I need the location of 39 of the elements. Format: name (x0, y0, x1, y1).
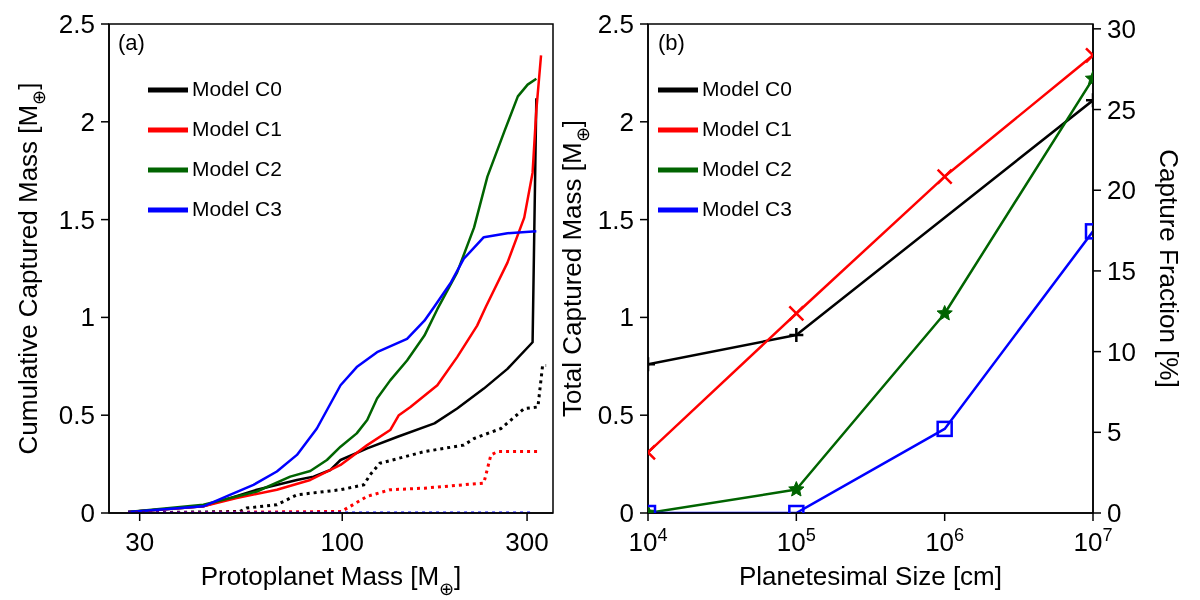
x-tick-label: 300 (505, 527, 549, 557)
x-axis-title: Planetesimal Size [cm] (739, 561, 1002, 591)
y-tick-label: 2 (80, 106, 95, 137)
legend-label: Model C3 (192, 196, 282, 220)
y2-tick-label: 20 (1107, 175, 1136, 206)
annotation: (b) (658, 30, 685, 56)
y-tick-label: 2 (619, 106, 634, 137)
legend-label: Model C0 (192, 76, 282, 100)
x-tick-label: 10$^{6}$ (925, 525, 965, 557)
y2-tick-label: 5 (1107, 417, 1122, 448)
x-tick-label: 10$^{5}$ (776, 525, 816, 557)
y-tick-label: 1 (619, 302, 634, 333)
x-tick-label: 10$^{4}$ (628, 525, 668, 557)
y2-tick-label: 30 (1107, 13, 1136, 44)
y-tick-label: 2.5 (58, 9, 95, 39)
legend-label: Model C2 (702, 156, 792, 180)
y2-tick-label: 0 (1107, 498, 1122, 528)
y-tick-label: 2.5 (597, 9, 634, 39)
legend-label: Model C1 (192, 116, 282, 140)
legend-label: Model C0 (702, 76, 792, 100)
y-tick-label: 1.5 (597, 204, 634, 235)
legend-label: Model C3 (702, 196, 792, 220)
x-tick-label: 100 (320, 527, 364, 557)
y-tick-label: 0.5 (597, 400, 634, 431)
y-tick-label: 1 (80, 302, 95, 333)
y2-tick-label: 15 (1107, 255, 1136, 286)
x-tick-label: 30 (125, 527, 155, 557)
y2-axis-title: Capture Fraction [%] (1154, 149, 1185, 388)
legend-label: Model C1 (702, 116, 792, 140)
y-tick-label: 1.5 (58, 204, 95, 235)
x-tick-label: 10$^{7}$ (1073, 525, 1113, 557)
y2-tick-label: 10 (1107, 336, 1136, 367)
x-axis-title: Protoplanet Mass [M$_{⊕}$] (200, 561, 462, 599)
y-tick-label: 0 (80, 498, 95, 528)
y2-tick-label: 25 (1107, 94, 1136, 125)
y-tick-label: 0.5 (58, 400, 95, 431)
annotation: (a) (118, 30, 145, 56)
legend-label: Model C2 (192, 156, 282, 180)
y-tick-label: 0 (619, 498, 634, 528)
